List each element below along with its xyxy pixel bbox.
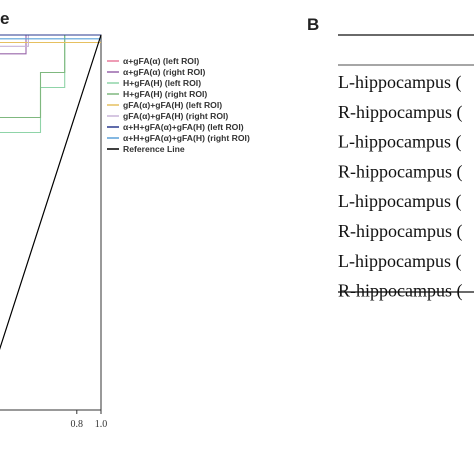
legend-label: H+gFA(H) (left ROI) [123,78,201,88]
table-row-label: L-hippocampus ( [338,191,461,212]
series-line-8 [0,34,102,350]
legend-label: gFA(α)+gFA(H) (left ROI) [123,100,222,110]
panel-b-letter: B [307,15,319,34]
table-row-label: L-hippocampus ( [338,251,461,272]
table-row-label: R-hippocampus ( [338,161,462,182]
table-row-label: L-hippocampus ( [338,132,461,153]
table-body: L-hippocampus ( R-hippocampus ( L-hippocam… [338,72,462,302]
series-line-0 [0,34,101,36]
series-line-3 [0,34,101,119]
x-tick-label: 0.8 [71,419,84,430]
table-row-label: R-hippocampus ( [338,102,462,123]
series-layer [0,34,102,350]
table-row-label: L-hippocampus ( [338,72,461,93]
legend: α+gFA(α) (left ROI)α+gFA(α) (right ROI)H… [107,56,250,154]
legend-label: α+H+gFA(α)+gFA(H) (right ROI) [123,133,250,143]
x-tick-label: 1.0 [95,419,108,430]
legend-label: α+gFA(α) (right ROI) [123,67,206,77]
roc-plot: 0.8 1.0 [0,34,108,430]
plot-frame [0,34,102,411]
legend-label: gFA(α)+gFA(H) (right ROI) [123,111,228,121]
legend-label: H+gFA(H) (right ROI) [123,89,207,99]
legend-label: α+H+gFA(α)+gFA(H) (left ROI) [123,122,244,132]
legend-label: α+gFA(α) (left ROI) [123,56,199,66]
table-row-label: R-hippocampus ( [338,221,462,242]
table-row-label: R-hippocampus ( [338,281,462,302]
series-line-5 [0,34,101,47]
panel-a-letter: e [0,9,9,28]
series-line-2 [0,34,101,134]
legend-label: Reference Line [123,144,185,154]
x-ticks: 0.8 1.0 [71,410,108,430]
series-line-1 [0,34,101,55]
